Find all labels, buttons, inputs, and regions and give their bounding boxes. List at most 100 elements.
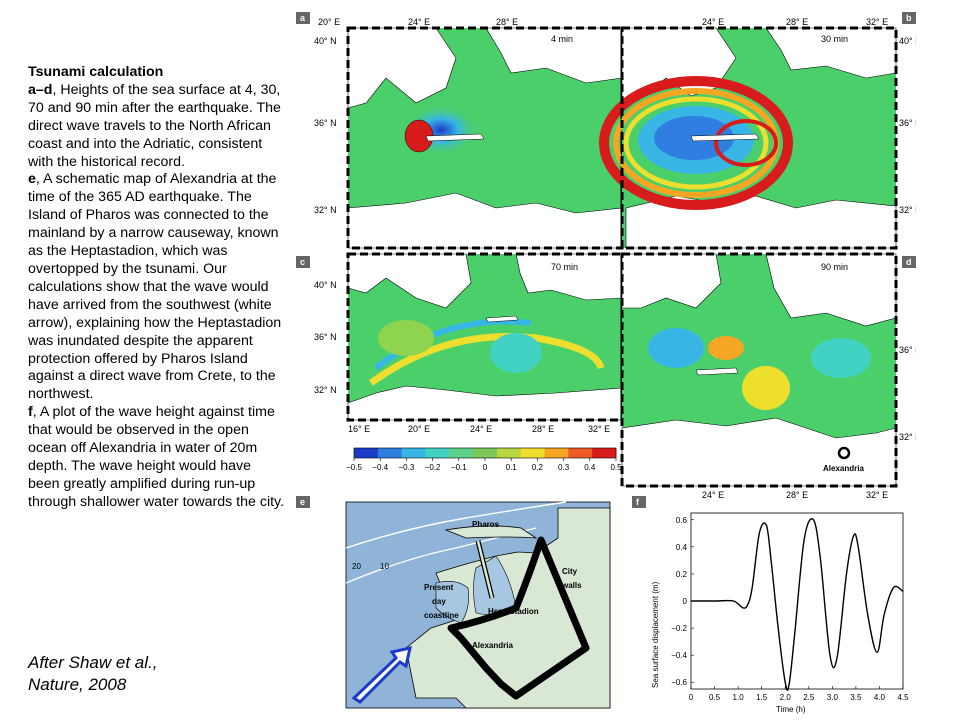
caption-text-e: , A schematic map of Alexandria at the t… [28,171,282,403]
panel-a-lon-24: 24° E [408,17,430,27]
label-alexandria: Alexandria [472,641,513,650]
panel-b-badge-bg [902,12,916,24]
panel-a-lon-28: 28° E [496,17,518,27]
colorbar-segment [520,448,545,458]
panel-c-lon-32: 32° E [588,424,610,434]
label-depth-20: 20 [352,562,361,571]
panel-d-lat-32: 32° N [899,432,916,442]
panel-c: 70 min c 40° N 36° N 32° N 16° E 20° E 2… [296,252,624,434]
x-tick-label: 1.0 [733,693,745,702]
city-walls-line [447,536,590,700]
panel-e-badge-bg [296,496,310,508]
colorbar-tick-label: −0.1 [451,463,467,472]
panel-d-badge: d [906,257,912,267]
colorbar-segment [401,448,426,458]
colorbar-segment [496,448,522,458]
panel-c-lat-32: 32° N [314,385,337,395]
panel-b-badge: b [906,13,912,23]
y-tick-label: −0.2 [671,624,687,633]
panel-b: 30 min b 24° E 28° E 32° E 40° N 36° N 3… [599,12,916,250]
caption-text-ad: , Heights of the sea surface at 4, 30, 7… [28,81,281,170]
panel-b-east-ring [714,119,778,167]
label-day: day [432,597,446,606]
panel-d-crete [695,367,739,376]
plot-xlabel: Time (h) [776,705,806,714]
caption-para-f: f, A plot of the wave height against tim… [28,404,286,511]
panel-a: 4 min a 20° E 24° E 28° E 40° N 36° N 32… [296,12,624,250]
panel-c-lon-24: 24° E [470,424,492,434]
panel-d-lon-28: 28° E [786,490,808,500]
colorbar-tick-label: 0.1 [506,463,518,472]
panel-e-depth-line-20 [345,501,567,549]
colorbar-segment [568,448,593,458]
plot-ylabel: Sea surface displacement (m) [651,581,660,688]
colorbar-segment [425,448,450,458]
colorbar-tick-label: 0.4 [584,463,596,472]
panel-b-lon-24: 24° E [702,17,724,27]
colorbar-tick-label: −0.4 [372,463,388,472]
colorbar: −0.5 −0.4 −0.3 −0.2 −0.1 0 0.1 0.2 0.3 0.4 0.5 [346,447,622,472]
panel-d-patch-3 [811,338,871,378]
panel-d-patch-4 [708,336,744,360]
panel-c-lon-16: 16° E [348,424,370,434]
panel-f: f 0 0.5 1.0 1.5 2.0 2.5 3.0 3.5 4.0 4.5 0.6 0.4 0.2 0… [632,496,909,714]
panel-a-lon-20: 20° E [318,17,340,27]
panel-c-time: 70 min [551,262,578,272]
panel-d-badge-bg [902,256,916,268]
plot-ticks: 0 0.5 1.0 1.5 2.0 2.5 3.0 3.5 4.0 4.50.60.40.20−0… [671,516,909,702]
panel-e-badge: e [300,497,305,507]
caption-label-e: e [28,171,36,188]
panel-c-lon-20: 20° E [408,424,430,434]
panel-b-ring-red [599,76,793,210]
panel-b-crete [690,133,760,142]
label-city: City [562,567,578,576]
panel-d-lat-36: 36° N [899,345,916,355]
colorbar-tick-label: 0.3 [558,463,570,472]
colorbar-tick-label: −0.3 [399,463,415,472]
panel-b-lon-28: 28° E [786,17,808,27]
west-harbour [435,581,469,624]
x-tick-label: 2.0 [780,693,792,702]
panel-d-lon-24: 24° E [702,490,724,500]
panel-d-lon-32: 32° E [866,490,888,500]
panel-c-crete [485,315,519,323]
panel-d-patch-2 [742,366,790,410]
panel-a-lat-32: 32° N [314,205,337,215]
colorbar-tick-label: 0.5 [610,463,622,472]
x-tick-label: 3.5 [850,693,862,702]
alexandria-marker-icon [837,446,851,460]
panel-c-frame [346,252,624,422]
panel-b-ring-yellow [623,96,769,190]
panel-a-time: 4 min [551,34,573,44]
x-tick-label: 1.5 [756,693,768,702]
x-tick-label: 0.5 [709,693,721,702]
panel-b-lon-32: 32° E [866,17,888,27]
panel-c-lat-40: 40° N [314,280,337,290]
tsunami-figure: 4 min a 20° E 24° E 28° E 40° N 36° N 32… [296,12,916,714]
panel-d-patch-1 [648,328,704,368]
panel-d-balkans [621,253,722,309]
panel-e: e Pharos 20 10 Present day coastline Hep… [296,496,611,709]
panel-f-badge: f [636,497,640,507]
label-heptastadion: Heptastadion [488,607,539,616]
panel-f-badge-bg [632,496,646,508]
panel-a-badge-bg [296,12,310,24]
panel-b-lat-32: 32° N [899,205,916,215]
panel-d-time: 90 min [821,262,848,272]
panel-c-lon-28: 28° E [532,424,554,434]
y-tick-label: −0.6 [671,678,687,687]
x-tick-label: 4.0 [874,693,886,702]
x-tick-label: 0 [689,693,694,702]
colorbar-segment [473,448,498,458]
caption-label-ad: a–d [28,81,53,98]
panel-a-balkans [347,27,457,109]
panel-c-badge: c [300,257,305,267]
colorbar-tick-label: −0.5 [346,463,362,472]
label-walls: walls [561,581,582,590]
caption-para-ad: a–d, Heights of the sea surface at 4, 30… [28,82,286,172]
colorbar-tick-label: −0.2 [425,463,441,472]
citation-line-2: Nature, 2008 [28,675,127,694]
panel-d-anatolia [765,253,897,327]
panel-b-time: 30 min [821,34,848,44]
y-tick-label: 0 [683,597,688,606]
